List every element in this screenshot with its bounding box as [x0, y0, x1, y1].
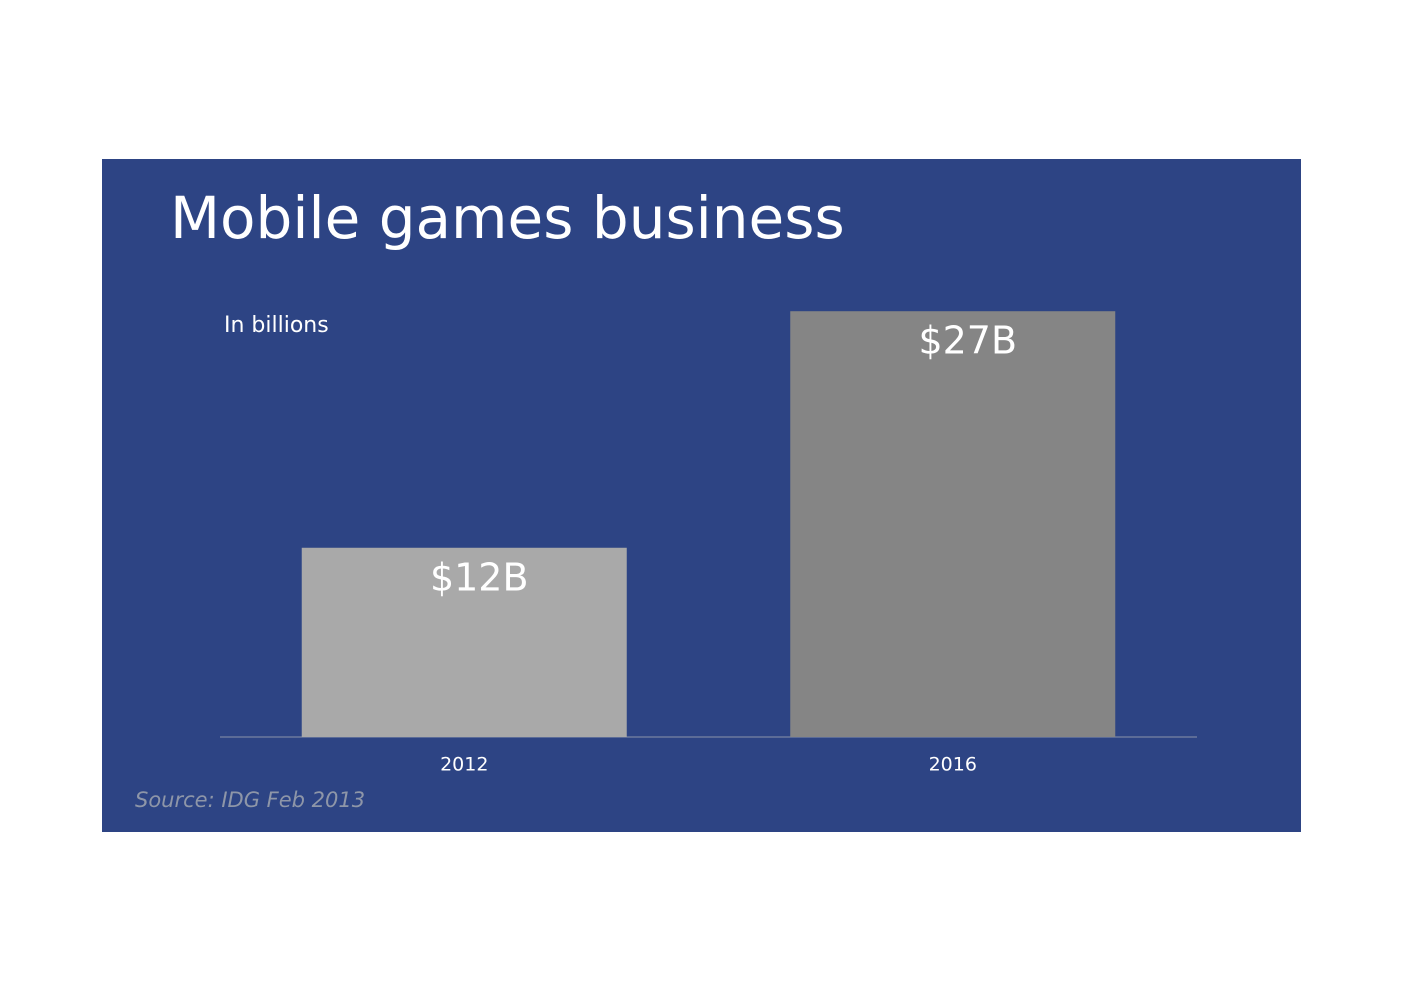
value-label: $12B	[430, 555, 529, 599]
chart-subtitle: In billions	[224, 313, 329, 338]
bar	[301, 547, 627, 737]
value-label: $27B	[918, 319, 1017, 363]
source-note: Source: IDG Feb 2013	[135, 788, 365, 812]
chart-title: Mobile games business	[170, 184, 845, 252]
x-tick-label: 2016	[929, 754, 977, 776]
x-tick-label: 2012	[440, 754, 488, 776]
bar	[790, 311, 1116, 737]
slide-background	[102, 159, 1301, 832]
